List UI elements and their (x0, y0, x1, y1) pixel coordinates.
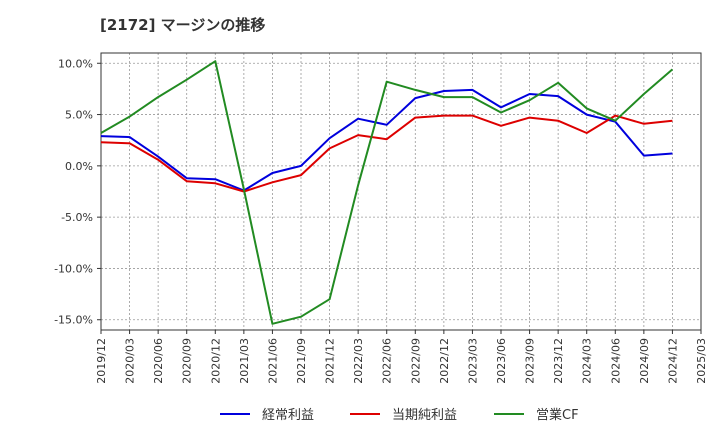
series-line-1 (100, 88, 673, 192)
x-tick-label: 2020/09 (181, 338, 194, 384)
x-tick-label: 2021/06 (266, 338, 279, 384)
x-tick-label: 2021/12 (324, 338, 337, 384)
grid-layer (101, 53, 701, 330)
chart-title: [2172] マージンの推移 (100, 16, 266, 34)
series-layer (100, 60, 674, 325)
y-tick-label: 0.0% (65, 160, 93, 173)
x-tick-label: 2024/03 (581, 338, 594, 384)
plot-frame (100, 52, 702, 331)
x-tick-label: 2022/06 (381, 338, 394, 384)
legend-label-1: 経常利益 (262, 408, 314, 423)
y-tick-label: -5.0% (61, 211, 93, 224)
x-tick-label: 2023/03 (466, 338, 479, 384)
x-tick-label: 2020/03 (124, 338, 137, 384)
x-tick-label: 2024/12 (666, 338, 679, 384)
x-tick-label: 2020/12 (209, 338, 222, 384)
legend: 経常利益 当期純利益 営業CF (220, 407, 579, 423)
series-line-2 (100, 114, 673, 193)
axis-layer: 10.0% 5.0% 0.0% -5.0% -10.0% -15.0%2019/12 202… (54, 52, 708, 384)
x-tick-label: 2022/03 (352, 338, 365, 384)
y-tick-label: -15.0% (54, 314, 93, 327)
x-tick-label: 2024/06 (609, 338, 622, 384)
x-tick-label: 2019/12 (95, 338, 108, 384)
x-tick-label: 2025/03 (695, 338, 708, 384)
y-tick-label: -10.0% (54, 262, 93, 275)
x-tick-label: 2022/09 (409, 338, 422, 384)
x-tick-label: 2020/06 (152, 338, 165, 384)
x-tick-label: 2023/09 (524, 338, 537, 384)
x-tick-label: 2023/12 (552, 338, 565, 384)
x-tick-label: 2021/09 (295, 338, 308, 384)
legend-label-2: 当期純利益 (392, 408, 457, 423)
legend-label-3: 営業CF (536, 407, 579, 423)
x-tick-label: 2022/12 (438, 338, 451, 384)
x-tick-label: 2023/06 (495, 338, 508, 384)
y-tick-label: 5.0% (65, 109, 93, 122)
x-tick-label: 2021/03 (238, 338, 251, 384)
x-tick-label: 2024/09 (638, 338, 651, 384)
y-tick-label: 10.0% (58, 57, 93, 70)
series-line-3 (100, 60, 674, 325)
